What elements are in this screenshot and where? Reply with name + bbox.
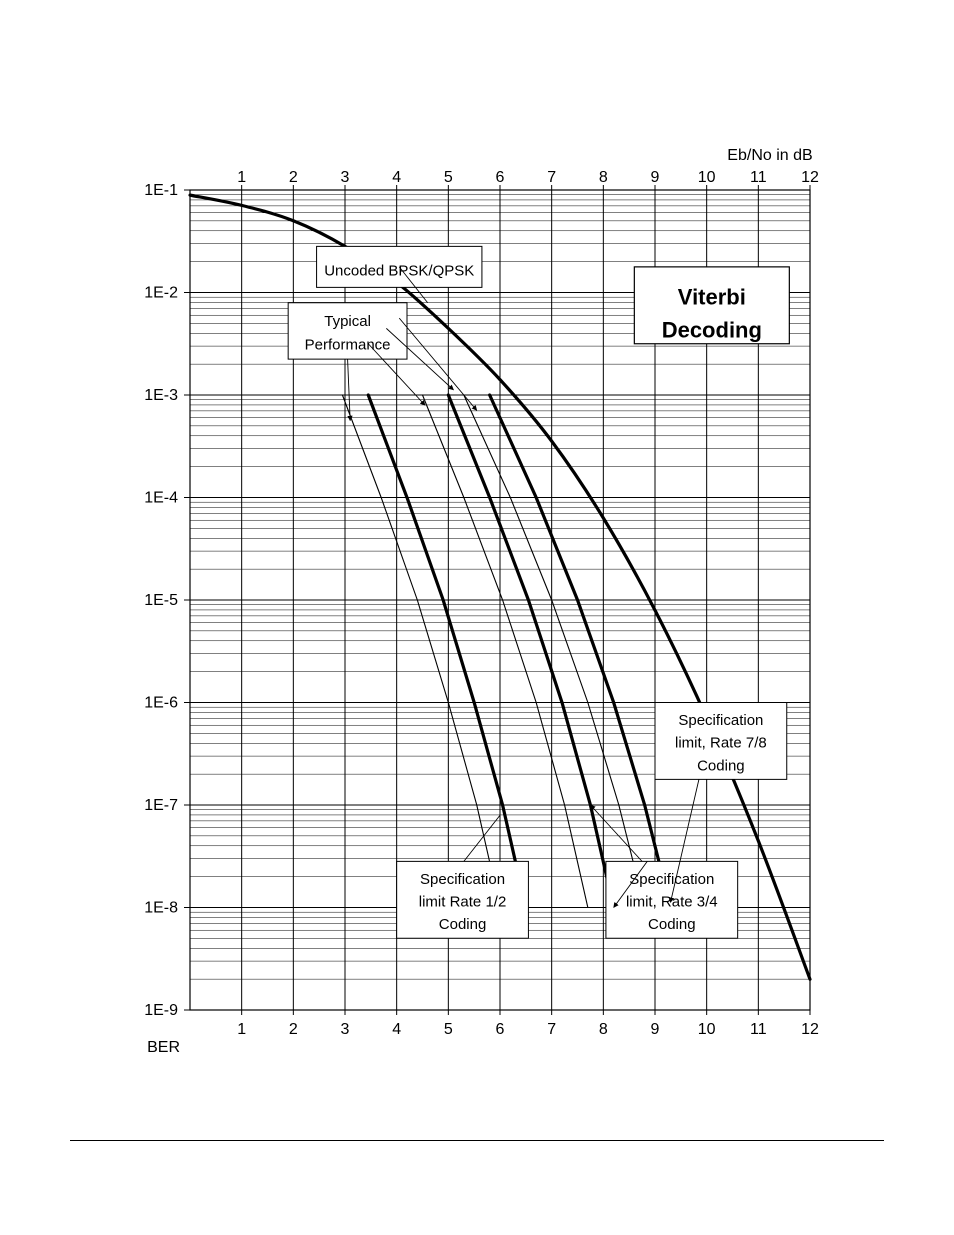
x-tick-top: 9 (651, 169, 660, 186)
y-tick: 1E-5 (144, 592, 178, 609)
y-tick: 1E-8 (144, 900, 178, 917)
x-axis-label-top: Eb/No in dB (727, 147, 812, 164)
callout-text-spec78: Specification (678, 712, 763, 729)
page: Eb/No in dB11223344556677889910101111121… (0, 0, 954, 1235)
y-tick: 1E-9 (144, 1002, 178, 1019)
x-tick-top: 5 (444, 169, 453, 186)
curve-typ_78 (464, 395, 645, 908)
callout-text-spec12: limit Rate 1/2 (419, 894, 507, 911)
callout-text-spec34: Coding (648, 916, 696, 933)
callout-text-typical: Typical (324, 313, 371, 330)
title-line: Decoding (662, 318, 762, 343)
x-tick-top: 11 (750, 169, 767, 186)
x-tick-bottom: 2 (289, 1021, 298, 1038)
x-tick-top: 1 (237, 169, 246, 186)
callout-text-typical: Performance (305, 337, 391, 354)
callout-text-spec78: Coding (697, 757, 745, 774)
x-tick-top: 4 (392, 169, 401, 186)
curve-typ_34 (423, 395, 588, 908)
y-tick: 1E-4 (144, 490, 178, 507)
x-tick-top: 7 (547, 169, 556, 186)
y-tick: 1E-3 (144, 387, 178, 404)
x-tick-top: 8 (599, 169, 608, 186)
x-tick-bottom: 6 (496, 1021, 505, 1038)
x-tick-bottom: 11 (750, 1021, 767, 1038)
x-tick-top: 3 (341, 169, 350, 186)
y-tick: 1E-2 (144, 285, 178, 302)
curve-spec_12 (368, 395, 526, 908)
callout-text-uncoded: Uncoded BPSK/QPSK (324, 263, 474, 280)
x-tick-top: 12 (801, 169, 819, 186)
x-tick-bottom: 8 (599, 1021, 608, 1038)
curve-spec_34 (448, 395, 613, 908)
callout-text-spec34: Specification (629, 871, 714, 888)
curve-spec_78 (490, 395, 671, 908)
ber-chart-svg: Eb/No in dB11223344556677889910101111121… (110, 140, 840, 1080)
y-tick: 1E-1 (144, 182, 178, 199)
callout-text-spec12: Specification (420, 871, 505, 888)
callout-text-spec12: Coding (439, 916, 487, 933)
title-line: Viterbi (678, 284, 746, 309)
y-tick: 1E-7 (144, 797, 178, 814)
x-tick-bottom: 9 (651, 1021, 660, 1038)
x-tick-bottom: 1 (237, 1021, 246, 1038)
x-tick-bottom: 3 (341, 1021, 350, 1038)
x-tick-top: 6 (496, 169, 505, 186)
footer-rule (70, 1140, 884, 1141)
x-tick-bottom: 10 (698, 1021, 716, 1038)
callouts: Uncoded BPSK/QPSK Typical Performance Speci… (288, 246, 787, 938)
x-tick-bottom: 5 (444, 1021, 453, 1038)
callout-leader-spec12 (464, 815, 500, 861)
x-tick-top: 10 (698, 169, 716, 186)
x-tick-bottom: 4 (392, 1021, 401, 1038)
curve-typ_12 (342, 395, 500, 908)
x-tick-bottom: 7 (547, 1021, 556, 1038)
y-tick: 1E-6 (144, 695, 178, 712)
x-tick-top: 2 (289, 169, 298, 186)
y-axis-label-bottom: BER (147, 1039, 180, 1056)
chart-container: Eb/No in dB11223344556677889910101111121… (110, 140, 840, 1085)
x-tick-bottom: 12 (801, 1021, 819, 1038)
callout-text-spec78: limit, Rate 7/8 (675, 735, 767, 752)
